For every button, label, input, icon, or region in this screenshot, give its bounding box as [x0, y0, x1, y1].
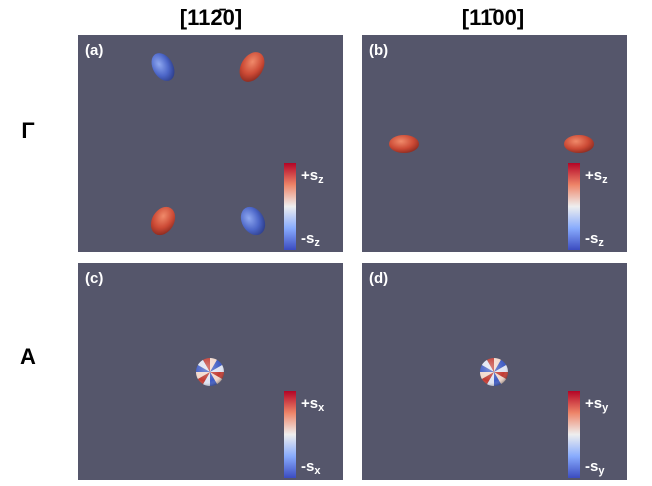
- colorbar-label: +sy: [585, 395, 609, 414]
- colorbar: [284, 163, 296, 250]
- ellipsoid: [239, 52, 265, 82]
- colorbar-label-main: +s: [585, 167, 602, 184]
- column-header: [11̄00]: [462, 5, 524, 30]
- panel-label: (b): [369, 42, 388, 59]
- colorbar-label-sub: z: [598, 237, 604, 249]
- panel-label: (d): [369, 270, 388, 287]
- ellipsoid: [150, 206, 176, 236]
- colorbar-label: +sz: [585, 167, 608, 186]
- colorbar-label-sub: y: [598, 465, 605, 477]
- panel: (c)+sx-sx: [78, 263, 343, 480]
- ellipsoid: [564, 135, 594, 153]
- ellipsoid: [389, 135, 419, 153]
- panel-background: [78, 35, 343, 252]
- ellipsoid: [151, 53, 175, 81]
- colorbar: [568, 163, 580, 250]
- colorbar-label-main: -s: [585, 458, 598, 475]
- colorbar-label-sub: z: [602, 174, 608, 186]
- colorbar-label-main: -s: [301, 230, 314, 247]
- panel-label: (a): [85, 42, 103, 59]
- colorbar-label-main: -s: [301, 458, 314, 475]
- colorbar-label-sub: z: [314, 237, 320, 249]
- colorbar-label-sub: z: [318, 174, 324, 186]
- colorbar: [568, 391, 580, 478]
- colorbar-label-main: +s: [301, 167, 318, 184]
- colorbar-label-sub: x: [318, 402, 325, 414]
- panel: (b)+sz-sz: [362, 35, 627, 252]
- colorbar-label-sub: y: [602, 402, 609, 414]
- colorbar-label: -sz: [585, 230, 604, 249]
- sphere-shade: [196, 358, 224, 386]
- colorbar: [284, 391, 296, 478]
- colorbar-label: -sy: [585, 458, 605, 477]
- row-label: A: [20, 344, 36, 369]
- column-header: [112̄0]: [180, 5, 242, 30]
- panel: (a)+sz-sz: [78, 35, 343, 252]
- colorbar-label-main: +s: [301, 395, 318, 412]
- colorbar-label-sub: x: [314, 465, 321, 477]
- panel-label: (c): [85, 270, 103, 287]
- colorbar-label: +sx: [301, 395, 325, 414]
- sphere-shade: [480, 358, 508, 386]
- row-label: Γ: [21, 118, 34, 143]
- colorbar-label-main: -s: [585, 230, 598, 247]
- colorbar-label-main: +s: [585, 395, 602, 412]
- ellipsoid: [240, 206, 266, 236]
- colorbar-label: -sz: [301, 230, 320, 249]
- colorbar-label: +sz: [301, 167, 324, 186]
- panel: (d)+sy-sy: [362, 263, 627, 480]
- colorbar-label: -sx: [301, 458, 321, 477]
